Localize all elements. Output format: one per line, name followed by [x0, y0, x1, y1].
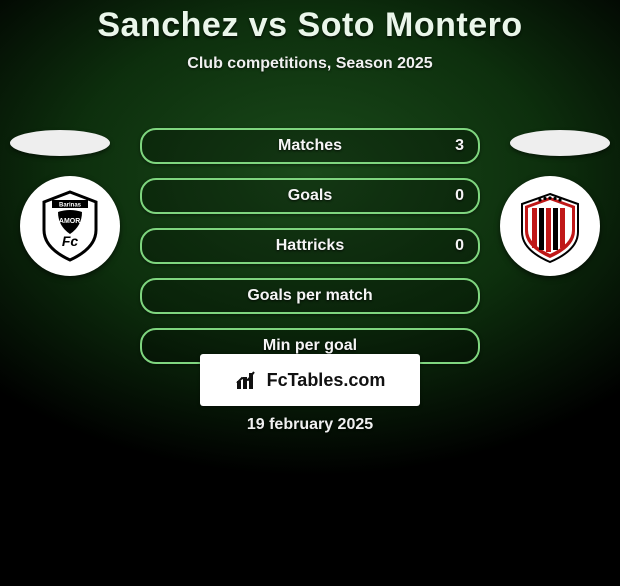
portuguesa-crest-icon	[510, 186, 590, 266]
date-label: 19 february 2025	[0, 416, 620, 434]
stat-label: Goals per match	[247, 287, 372, 305]
stat-value-right: 3	[455, 137, 464, 155]
stat-label: Min per goal	[263, 337, 357, 355]
stat-label: Goals	[288, 187, 332, 205]
page-title: Sanchez vs Soto Montero	[0, 6, 620, 45]
svg-text:Fc: Fc	[62, 233, 79, 249]
player-silhouette-right	[510, 130, 610, 156]
stat-row-goals: Goals 0	[140, 178, 480, 214]
page-subtitle: Club competitions, Season 2025	[0, 55, 620, 73]
zamora-crest-icon: Barinas ZAMORA Fc	[30, 186, 110, 266]
stat-value-right: 0	[455, 187, 464, 205]
stat-row-matches: Matches 3	[140, 128, 480, 164]
svg-text:ZAMORA: ZAMORA	[55, 218, 86, 225]
team-badge-left: Barinas ZAMORA Fc	[20, 176, 120, 276]
watermark-text: FcTables.com	[267, 370, 386, 391]
player-silhouette-left	[10, 130, 110, 156]
stat-value-right: 0	[455, 237, 464, 255]
stat-row-goals-per-match: Goals per match	[140, 278, 480, 314]
svg-text:Barinas: Barinas	[59, 203, 82, 209]
stats-container: Matches 3 Goals 0 Hattricks 0 Goals per …	[140, 128, 480, 378]
watermark-badge: FcTables.com	[200, 354, 420, 406]
stat-label: Matches	[278, 137, 342, 155]
team-badge-right	[500, 176, 600, 276]
stat-row-hattricks: Hattricks 0	[140, 228, 480, 264]
bar-chart-icon	[235, 369, 261, 391]
stat-label: Hattricks	[276, 237, 344, 255]
